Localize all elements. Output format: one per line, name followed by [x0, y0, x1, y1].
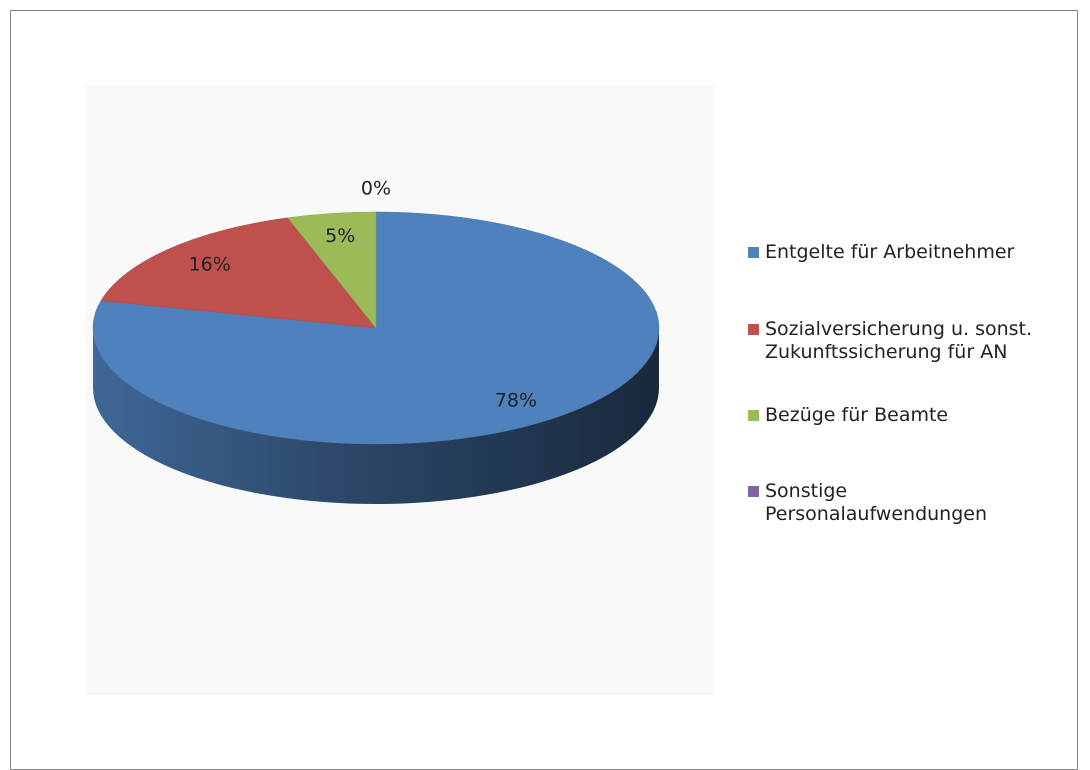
slice [92, 211, 660, 445]
legend-label: Bezüge für Beamte [765, 404, 949, 426]
legend-item: Sozialversicherung u. sonst. Zukunftssic… [748, 318, 1048, 364]
legend-item: Entgelte für Arbeitnehmer [748, 241, 1078, 264]
legend-label: Entgelte für Arbeitnehmer [765, 241, 1015, 263]
legend-swatch [748, 324, 759, 335]
data-label: 78% [495, 389, 537, 411]
legend-label: Sozialversicherung u. sonst. Zukunftssic… [765, 318, 1033, 363]
legend-swatch [748, 247, 759, 258]
data-label: 0% [361, 177, 391, 199]
legend-swatch [748, 486, 759, 497]
legend-swatch [748, 410, 759, 421]
legend-item: Bezüge für Beamte [748, 404, 1068, 427]
slice [100, 217, 377, 329]
data-label: 5% [325, 225, 355, 247]
slice-side [93, 328, 659, 504]
legend-item: Sonstige Personalaufwendungen [748, 480, 1018, 526]
data-label: 16% [189, 254, 231, 276]
legend-label: Sonstige Personalaufwendungen [765, 480, 988, 525]
slice [287, 211, 377, 329]
